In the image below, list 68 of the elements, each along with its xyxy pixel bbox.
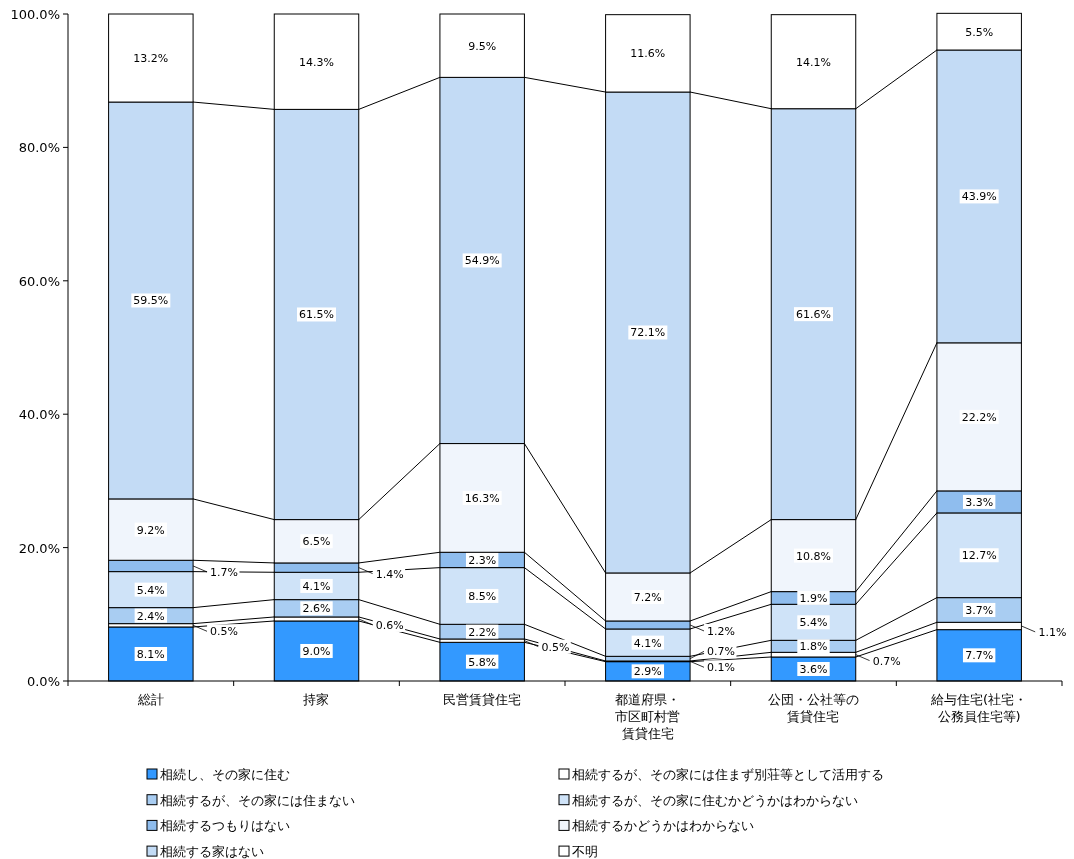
data-label: 16.3% — [464, 491, 500, 505]
data-label: 12.7% — [961, 549, 997, 563]
legend-label: 相続するが、その家に住むかどうかはわからない — [572, 792, 858, 808]
y-tick-label: 20.0% — [18, 540, 60, 556]
legend-label: 不明 — [572, 844, 598, 859]
data-label: 9.0% — [302, 644, 331, 658]
data-label: 10.8% — [796, 549, 831, 563]
data-label: 54.9% — [464, 254, 500, 268]
data-label: 9.5% — [468, 39, 497, 53]
data-label: 3.6% — [799, 662, 828, 676]
x-tick-label: 都道府県・市区町村営賃貸住宅 — [614, 691, 682, 742]
data-label: 61.5% — [299, 308, 334, 322]
data-label: 5.4% — [136, 583, 165, 597]
data-label: 4.1% — [302, 579, 331, 593]
data-label: 3.7% — [965, 603, 994, 617]
x-tick-label: 総計 — [136, 691, 165, 708]
legend-label: 相続するが、その家には住まず別荘等として活用する — [572, 767, 884, 782]
data-label: 7.2% — [633, 590, 662, 604]
data-label: 9.2% — [136, 523, 165, 537]
data-label: 0.5% — [541, 640, 570, 654]
data-label: 1.1% — [1038, 625, 1067, 639]
data-label: 0.7% — [707, 645, 736, 659]
y-tick-label: 100.0% — [10, 7, 60, 22]
data-label: 72.1% — [630, 326, 666, 340]
x-tick-label: 持家 — [302, 691, 331, 708]
x-tick-label: 民営賃貸住宅 — [442, 691, 523, 708]
data-label: 0.5% — [210, 625, 239, 639]
data-label: 6.5% — [302, 535, 331, 549]
data-label: 22.2% — [961, 410, 997, 424]
y-tick-label: 40.0% — [18, 407, 60, 423]
data-label: 3.3% — [965, 495, 994, 509]
data-label: 1.7% — [210, 565, 239, 579]
data-label: 7.7% — [965, 649, 994, 663]
data-label: 43.9% — [961, 190, 997, 204]
data-label: 2.2% — [468, 625, 497, 639]
x-tick-label: 公団・公社等の賃貸住宅 — [767, 691, 860, 725]
data-label: 0.7% — [872, 654, 901, 668]
data-label: 5.8% — [468, 655, 497, 669]
data-label: 11.6% — [630, 47, 666, 61]
legend-label: 相続し、その家に住む — [160, 767, 290, 782]
legend-label: 相続するが、その家には住まない — [160, 792, 355, 808]
data-label: 0.1% — [707, 661, 736, 675]
data-label: 61.6% — [796, 308, 831, 322]
legend-label: 相続するつもりはない — [160, 818, 290, 834]
data-label: 0.6% — [375, 618, 404, 632]
legend-label: 相続する家はない — [160, 844, 264, 859]
data-label: 5.4% — [799, 616, 828, 630]
data-label: 14.1% — [796, 55, 831, 69]
legend-label: 相続するかどうかはわからない — [572, 818, 754, 834]
data-label: 2.4% — [136, 609, 165, 623]
data-label: 5.5% — [965, 25, 994, 39]
data-label: 8.1% — [136, 647, 165, 661]
data-label: 14.3% — [299, 55, 334, 69]
data-label: 1.8% — [799, 640, 828, 654]
x-tick-label: 給与住宅(社宅・公務員住宅等) — [930, 691, 1029, 725]
data-label: 59.5% — [133, 294, 169, 308]
data-label: 13.2% — [133, 52, 169, 66]
data-label: 1.4% — [375, 567, 404, 581]
data-label: 2.6% — [302, 602, 331, 616]
y-tick-label: 0.0% — [26, 674, 60, 689]
data-label: 1.9% — [799, 591, 828, 605]
data-label: 4.1% — [633, 636, 662, 650]
data-label: 2.3% — [468, 553, 497, 567]
y-tick-label: 60.0% — [18, 273, 60, 289]
data-label: 1.2% — [707, 624, 736, 638]
data-label: 2.9% — [633, 665, 662, 679]
y-tick-label: 80.0% — [18, 140, 60, 156]
data-label: 8.5% — [468, 589, 497, 603]
